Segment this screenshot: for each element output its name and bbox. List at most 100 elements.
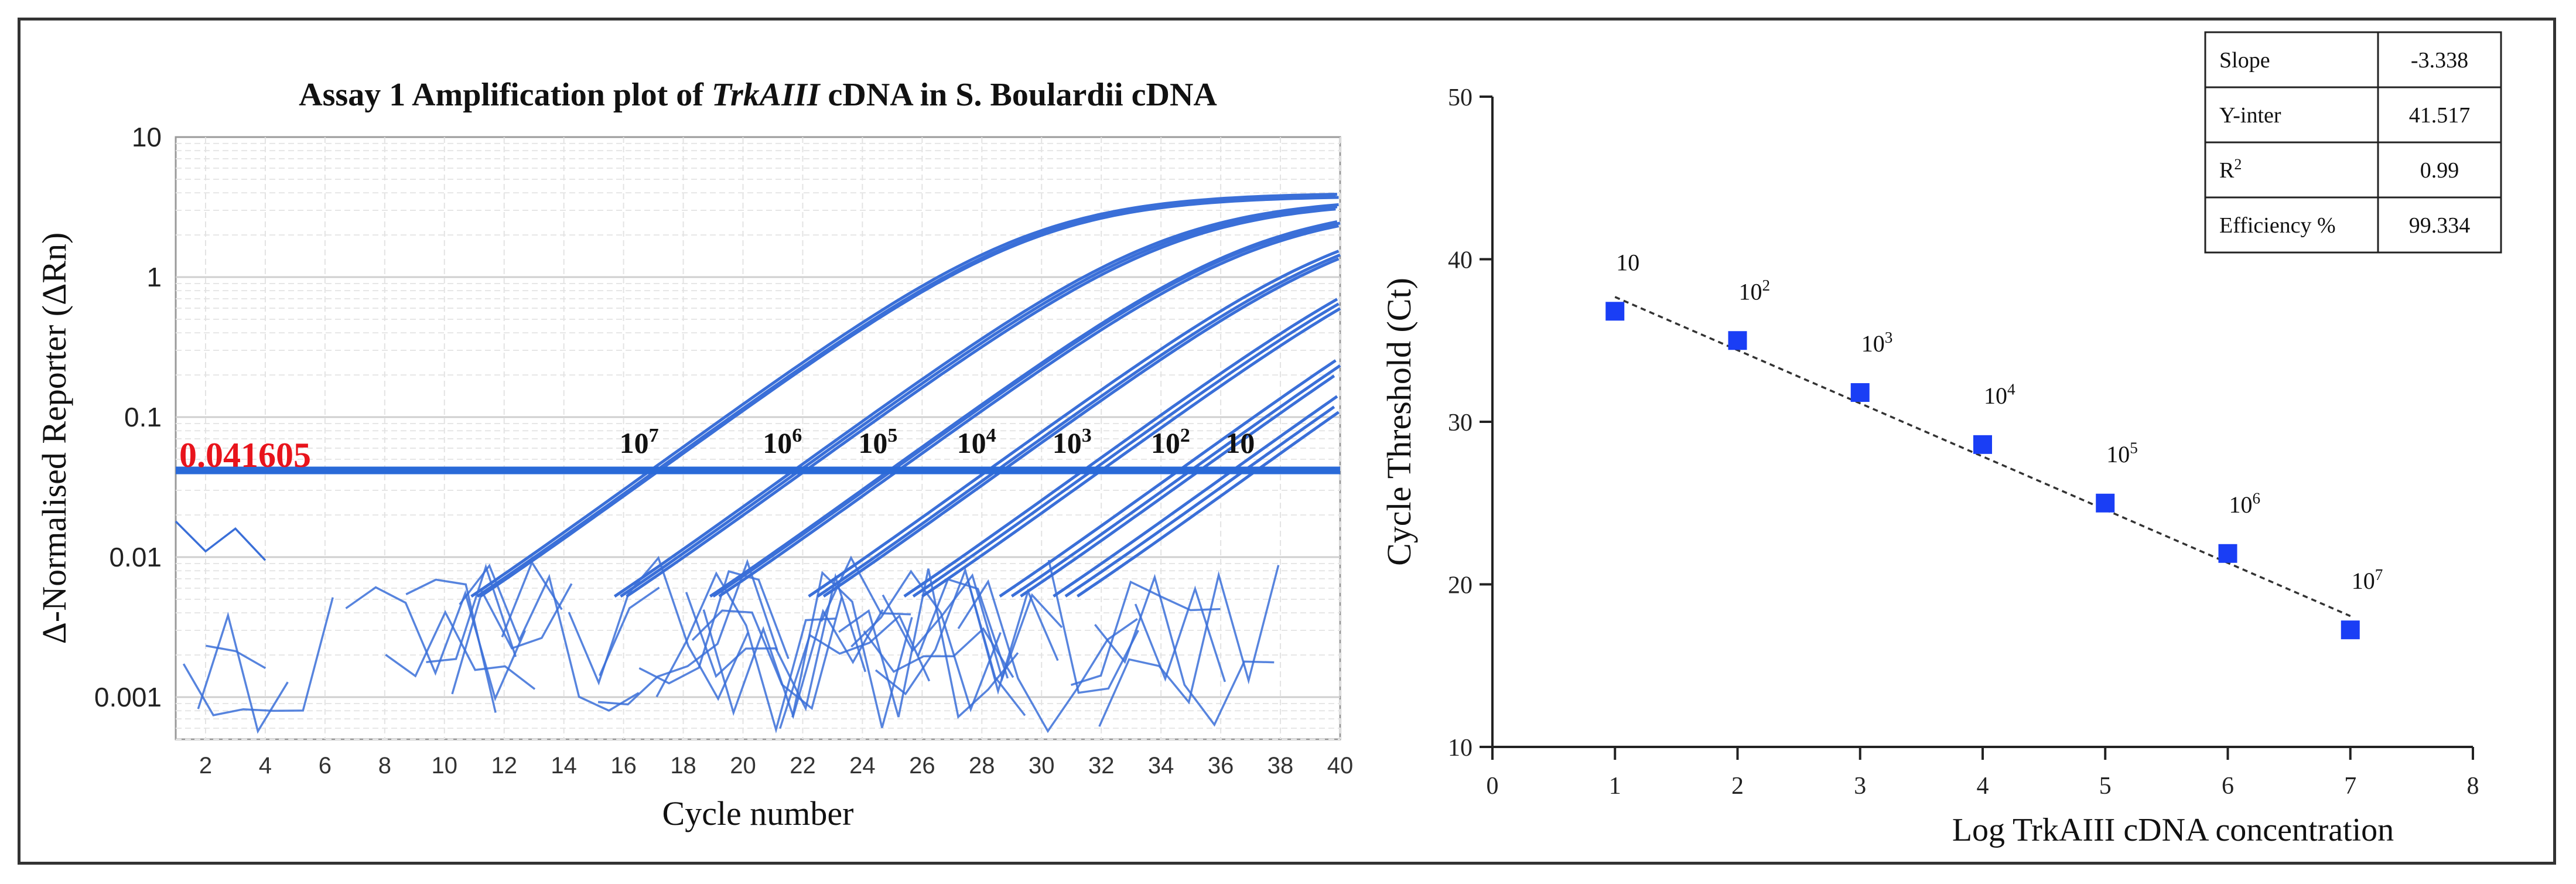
std-x-tick: 3 bbox=[1854, 773, 1866, 800]
std-point-label-base: 10 bbox=[2106, 441, 2130, 467]
dilution-label-sup: 2 bbox=[1180, 425, 1190, 446]
amp-x-tick: 24 bbox=[849, 753, 876, 779]
dilution-label-base: 10 bbox=[1225, 426, 1255, 459]
dilution-label-base: 10 bbox=[763, 426, 792, 459]
amp-x-tick: 12 bbox=[491, 753, 517, 779]
stats-name-text: Efficiency % bbox=[2219, 213, 2336, 238]
amp-curve bbox=[712, 221, 1341, 598]
std-fit-line bbox=[1614, 296, 2351, 617]
amp-y-tick: 10 bbox=[132, 122, 162, 152]
dilution-label-sup: 6 bbox=[792, 425, 802, 446]
std-point bbox=[1850, 383, 1870, 402]
std-point-label: 107 bbox=[2352, 566, 2383, 594]
dilution-label-sup: 5 bbox=[887, 425, 897, 446]
amp-curve bbox=[822, 257, 1340, 598]
stats-cell-name bbox=[2204, 196, 2379, 254]
amp-curve bbox=[626, 207, 1336, 598]
amp-curve bbox=[903, 298, 1338, 598]
amp-x-tick: 10 bbox=[432, 753, 458, 779]
std-point bbox=[1605, 302, 1625, 321]
stats-value: 41.517 bbox=[2409, 103, 2471, 128]
std-x-tick: 8 bbox=[2467, 773, 2479, 800]
std-point bbox=[2218, 544, 2237, 563]
dilution-label-sup: 3 bbox=[1082, 425, 1092, 446]
amp-x-tick: 28 bbox=[969, 753, 995, 779]
stats-name: Y-inter bbox=[2219, 103, 2281, 128]
amp-curves bbox=[470, 193, 1341, 598]
stats-cell-value bbox=[2377, 86, 2502, 144]
amp-noise-line bbox=[1098, 565, 1280, 727]
std-y-tick: 50 bbox=[1448, 84, 1473, 111]
amp-x-tick: 40 bbox=[1327, 753, 1354, 779]
std-point-label-sup: 7 bbox=[2375, 566, 2383, 583]
std-point-label: 103 bbox=[1861, 329, 1893, 357]
amp-noise-line bbox=[175, 520, 267, 561]
stats-value: 99.334 bbox=[2409, 213, 2471, 238]
figure-frame bbox=[18, 18, 2556, 865]
amp-noise-line bbox=[459, 564, 640, 712]
amp-x-tick: 16 bbox=[610, 753, 637, 779]
stats-name: Efficiency % bbox=[2219, 213, 2336, 238]
stats-table: Slope -3.338 Y-inter 41.517 R2 0.99 Efficiency… bbox=[2204, 31, 2502, 254]
std-point-label-sup: 3 bbox=[1885, 329, 1893, 346]
amp-curve bbox=[470, 193, 1337, 598]
stats-name: Slope bbox=[2219, 48, 2270, 73]
amp-curve bbox=[816, 253, 1341, 598]
amp-noise-line bbox=[838, 568, 1019, 719]
stats-name-text: Y-inter bbox=[2219, 103, 2281, 128]
dilution-label-base: 10 bbox=[620, 426, 649, 459]
std-y-tick: 40 bbox=[1448, 247, 1473, 274]
amp-curve bbox=[1010, 364, 1341, 598]
amp-y-tick: 0.1 bbox=[124, 402, 162, 432]
amp-curve bbox=[476, 194, 1336, 598]
amp-x-tick: 34 bbox=[1148, 753, 1174, 779]
amp-noise-line bbox=[691, 597, 843, 711]
amp-x-label: Cycle number bbox=[662, 794, 854, 832]
std-y-label: Cycle Threshold (Ct) bbox=[1380, 278, 1418, 566]
threshold-label: 0.041605 bbox=[179, 436, 311, 475]
std-point-label: 104 bbox=[1984, 381, 2015, 409]
amp-x-tick: 8 bbox=[378, 753, 391, 779]
amp-y-tick: 1 bbox=[146, 262, 162, 292]
amp-noise-line bbox=[182, 597, 334, 716]
amp-curve bbox=[1053, 395, 1338, 598]
std-point-label: 102 bbox=[1739, 277, 1771, 305]
std-x-tick: 4 bbox=[1977, 773, 1989, 800]
std-point-label: 106 bbox=[2229, 490, 2261, 518]
amp-curve bbox=[912, 302, 1340, 598]
std-x-tick: 7 bbox=[2344, 773, 2356, 800]
amp-noise-line bbox=[1070, 580, 1221, 686]
amp-x-tick: 38 bbox=[1267, 753, 1294, 779]
amp-y-tick: 0.01 bbox=[109, 542, 162, 572]
amp-noise-line bbox=[597, 558, 778, 706]
std-y-tick: 10 bbox=[1448, 735, 1473, 762]
std-x-tick: 1 bbox=[1609, 773, 1621, 800]
std-x-label: Log TrkAIII cDNA concentration bbox=[1952, 812, 2394, 848]
amp-x-tick: 36 bbox=[1208, 753, 1234, 779]
dilution-label: 106 bbox=[763, 425, 802, 459]
std-point-label-base: 10 bbox=[1739, 278, 1762, 305]
std-x-tick: 2 bbox=[1731, 773, 1744, 800]
amp-noise-line bbox=[345, 586, 527, 702]
std-point-label: 10 bbox=[1616, 249, 1639, 275]
dilution-label-base: 10 bbox=[1151, 426, 1180, 459]
amp-noise-traces bbox=[175, 520, 1280, 734]
stats-cell-name bbox=[2204, 141, 2379, 199]
stats-cell-value bbox=[2377, 31, 2502, 88]
stats-name: R2 bbox=[2219, 156, 2242, 183]
std-point-label-sup: 6 bbox=[2253, 490, 2261, 507]
stats-name-text: Slope bbox=[2219, 48, 2270, 73]
amp-y-label: Δ-Normalised Reporter (ΔRn) bbox=[35, 233, 73, 644]
amp-x-tick: 26 bbox=[909, 753, 935, 779]
std-point-label-sup: 2 bbox=[1762, 277, 1771, 294]
amp-y-tick: 0.001 bbox=[94, 682, 162, 712]
std-point-label-base: 10 bbox=[1984, 383, 2007, 409]
dilution-label-base: 10 bbox=[1053, 426, 1082, 459]
amp-curve bbox=[921, 307, 1341, 598]
amp-x-tick: 32 bbox=[1088, 753, 1115, 779]
std-point bbox=[1728, 331, 1747, 350]
amp-title-italic: TrkAIII bbox=[712, 77, 821, 113]
amp-noise-line bbox=[385, 610, 536, 690]
amp-noise-line bbox=[206, 644, 267, 670]
